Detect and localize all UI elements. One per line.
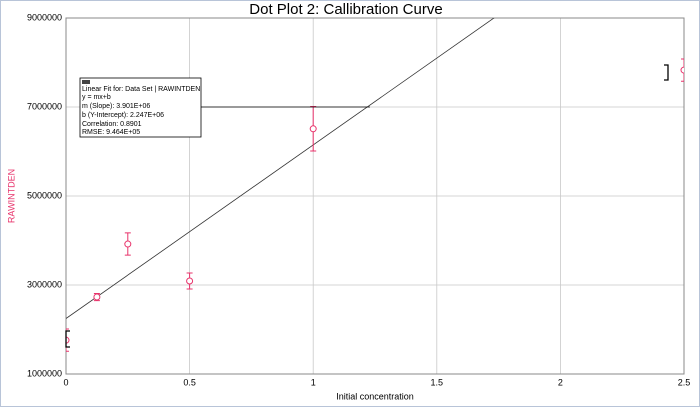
fit-slope: m (Slope): 3.901E+06	[82, 103, 150, 110]
data-point	[66, 336, 70, 344]
fit-equation: y = mx+b	[82, 94, 111, 101]
fit-intercept: b (Y-Intercept): 2.247E+06	[82, 112, 164, 119]
fit-intercept-value: 2.247E+06	[130, 112, 164, 119]
y-axis-label: RAWINTDEN	[6, 169, 16, 223]
range-bracket	[65, 330, 70, 348]
x-tick-label: 0.5	[183, 377, 196, 387]
y-tick-label: 1000000	[27, 368, 62, 378]
data-point	[93, 293, 101, 301]
fit-intercept-name: b (Y-Intercept):	[82, 112, 128, 119]
x-tick-label: 2.5	[678, 377, 691, 387]
range-bracket	[664, 64, 669, 81]
fit-correlation: Correlation: 0.8901	[82, 121, 142, 128]
y-tick-label: 9000000	[27, 12, 62, 22]
fit-correlation-name: Correlation:	[82, 121, 118, 128]
annotation-box	[79, 77, 202, 138]
fit-rmse: RMSE: 9.464E+05	[82, 129, 140, 136]
fit-line	[66, 18, 495, 319]
data-point	[124, 240, 132, 248]
error-bar	[681, 58, 684, 82]
fit-slope-name: m (Slope):	[82, 103, 114, 110]
x-tick-label: 1	[311, 377, 316, 387]
fit-annotation: Linear Fit for: Data Set | RAWINTDEN y =…	[79, 77, 202, 138]
error-bar	[66, 328, 69, 352]
x-tick-label: 1.5	[431, 377, 444, 387]
data-point	[309, 125, 317, 133]
x-axis-label: Initial concentration	[336, 391, 414, 401]
data-point	[680, 66, 684, 74]
fit-title: Linear Fit for: Data Set | RAWINTDEN	[82, 86, 200, 93]
fit-rmse-name: RMSE:	[82, 129, 104, 136]
fit-correlation-value: 0.8901	[120, 121, 142, 128]
plot-frame	[65, 17, 685, 375]
y-tick-label: 7000000	[27, 101, 62, 111]
x-tick-label: 0	[63, 377, 68, 387]
fit-slope-value: 3.901E+06	[116, 103, 150, 110]
y-tick-label: 3000000	[27, 279, 62, 289]
fit-rmse-value: 9.464E+05	[106, 129, 140, 136]
y-tick-label: 5000000	[27, 190, 62, 200]
chart-title: Dot Plot 2: Callibration Curve	[249, 1, 442, 18]
data-point	[186, 277, 194, 285]
x-tick-label: 2	[558, 377, 563, 387]
marks	[66, 18, 684, 352]
annotation-icon	[82, 80, 90, 84]
